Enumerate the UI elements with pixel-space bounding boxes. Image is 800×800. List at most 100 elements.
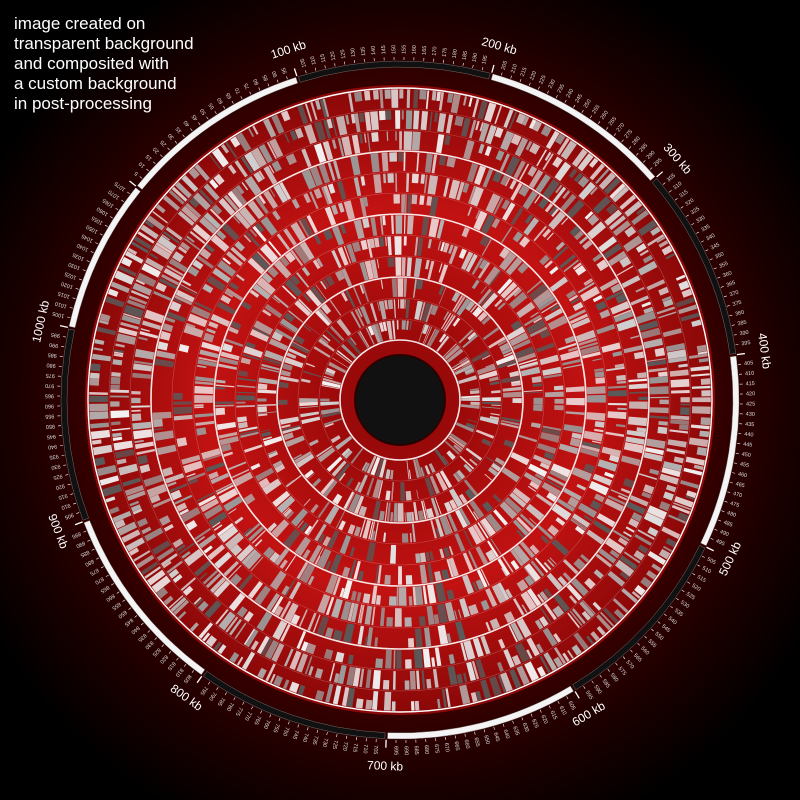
gene-feature xyxy=(389,544,397,564)
gene-feature xyxy=(315,100,322,110)
gene-feature xyxy=(299,522,309,532)
gene-feature xyxy=(462,334,479,348)
gene-feature xyxy=(592,358,602,362)
gene-feature xyxy=(329,553,343,574)
minor-tick xyxy=(581,110,584,113)
minor-tick-label: 975 xyxy=(45,372,55,379)
gene-feature xyxy=(636,372,647,379)
gene-feature xyxy=(322,140,334,161)
gene-feature xyxy=(296,453,315,468)
ideogram-segment xyxy=(700,355,740,546)
gene-feature xyxy=(195,420,215,426)
gene-feature xyxy=(335,352,352,364)
gene-feature xyxy=(333,673,340,683)
gene-feature xyxy=(325,560,332,571)
gene-feature xyxy=(313,234,322,245)
gene-feature xyxy=(289,681,300,693)
minor-tick xyxy=(462,62,464,66)
gene-feature xyxy=(400,482,406,501)
gene-feature xyxy=(520,364,539,370)
gene-feature xyxy=(525,503,545,521)
gene-feature xyxy=(510,622,524,642)
gene-feature xyxy=(592,473,613,486)
minor-tick xyxy=(564,99,567,103)
gene-feature xyxy=(132,372,152,379)
minor-tick-label: 835 xyxy=(136,632,147,643)
gene-feature xyxy=(141,526,152,535)
gene-feature xyxy=(529,326,548,338)
gene-feature xyxy=(404,299,406,309)
gene-feature xyxy=(677,512,689,522)
gene-feature xyxy=(491,584,507,604)
gene-feature xyxy=(587,394,606,403)
gene-feature xyxy=(341,136,353,156)
gene-feature xyxy=(196,536,206,543)
gene-feature xyxy=(290,249,304,267)
gene-feature xyxy=(197,600,209,612)
gene-feature xyxy=(446,348,464,363)
minor-tick-label: 335 xyxy=(700,224,711,234)
gene-feature xyxy=(411,523,416,543)
gene-feature xyxy=(692,397,711,403)
minor-tick-label: 115 xyxy=(320,53,328,63)
gene-feature xyxy=(173,298,183,304)
gene-feature xyxy=(435,472,448,491)
gene-feature xyxy=(300,217,314,237)
gene-feature xyxy=(476,364,497,375)
gene-feature xyxy=(588,480,609,496)
gene-feature xyxy=(189,230,206,245)
gene-feature xyxy=(96,326,117,336)
gene-feature xyxy=(263,436,283,447)
gene-feature xyxy=(362,593,371,604)
gene-feature xyxy=(146,483,167,498)
gene-feature xyxy=(248,128,255,137)
gene-feature xyxy=(156,547,175,561)
feature-track xyxy=(152,152,648,648)
gene-feature xyxy=(137,231,155,244)
gene-feature xyxy=(239,429,259,436)
gene-feature xyxy=(405,575,413,585)
minor-tick-label: 325 xyxy=(690,206,701,216)
gene-feature xyxy=(332,685,342,705)
gene-feature xyxy=(442,313,454,331)
gene-feature xyxy=(595,377,606,384)
gene-feature xyxy=(470,186,484,207)
gene-feature xyxy=(516,579,529,592)
gene-feature xyxy=(475,429,495,439)
gene-feature xyxy=(594,368,604,373)
gene-feature xyxy=(136,554,155,569)
gene-feature xyxy=(592,196,612,215)
gene-feature xyxy=(503,611,515,624)
gene-feature xyxy=(401,257,406,276)
minor-tick-label: 455 xyxy=(739,462,749,470)
gene-feature xyxy=(250,556,264,572)
gene-feature xyxy=(596,323,616,335)
gene-feature xyxy=(405,299,410,319)
gene-feature xyxy=(520,591,537,611)
gene-feature xyxy=(693,464,704,471)
gene-feature xyxy=(501,416,521,423)
minor-tick-label: 795 xyxy=(199,685,209,696)
gene-feature xyxy=(471,350,490,363)
gene-feature xyxy=(152,211,168,224)
gene-feature xyxy=(322,229,334,241)
minor-tick xyxy=(176,657,179,661)
gene-feature xyxy=(635,286,645,293)
gene-feature xyxy=(685,495,695,501)
gene-feature xyxy=(384,502,389,521)
gene-feature xyxy=(130,290,150,300)
gene-feature xyxy=(285,153,297,166)
gene-feature xyxy=(276,233,290,251)
gene-feature xyxy=(386,502,391,522)
gene-feature xyxy=(366,239,373,258)
gene-feature xyxy=(445,688,451,708)
minor-tick-label: 530 xyxy=(679,600,690,610)
gene-feature xyxy=(605,366,625,372)
gene-feature xyxy=(466,504,478,521)
gene-feature xyxy=(205,635,217,647)
gene-feature xyxy=(387,173,394,183)
gene-feature xyxy=(269,188,276,198)
gene-feature xyxy=(323,119,332,139)
gene-feature xyxy=(257,398,267,402)
minor-tick-label: 250 xyxy=(583,99,593,110)
